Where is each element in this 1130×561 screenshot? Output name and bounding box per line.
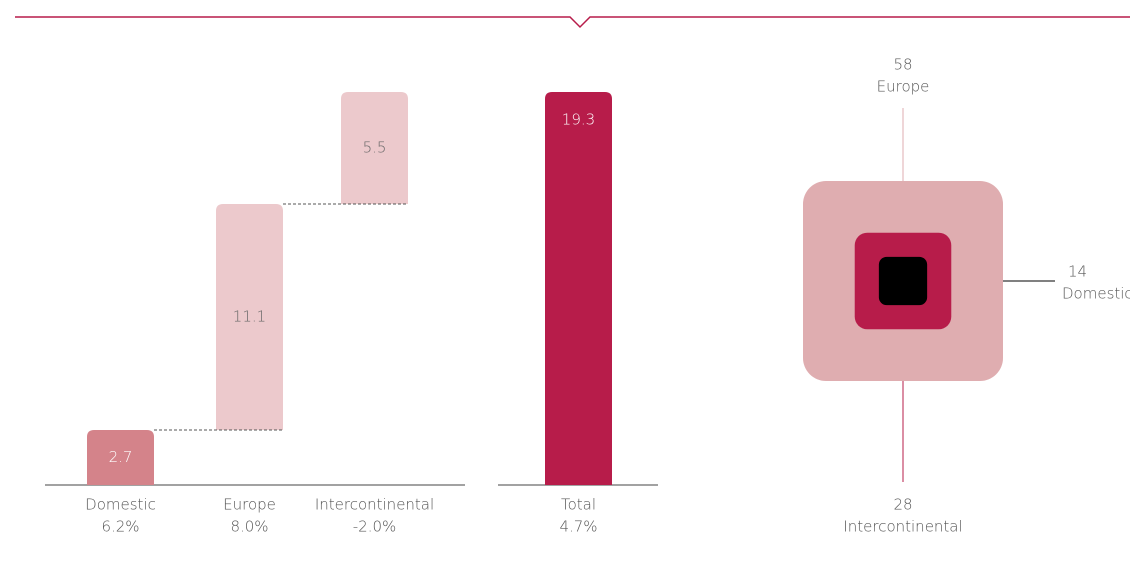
category-label: Intercontinental [315,496,434,514]
category-label: Total [561,496,596,514]
value-label: 58 [893,56,912,74]
square [878,256,928,306]
category-label: Europe [223,496,276,514]
value-label: 5.5 [363,138,387,156]
header-rule [15,16,1130,29]
value-label: 14 [1068,263,1087,281]
category-sublabel: 4.7% [559,518,597,536]
category-sublabel: 8.0% [230,518,268,536]
value-label: 2.7 [109,448,133,466]
bar [545,92,612,485]
value-label: 28 [893,496,912,514]
category-label: Europe [877,78,930,96]
category-label: Domestic [1062,285,1130,303]
value-label: 19.3 [562,111,595,129]
category-label: Domestic [85,496,156,514]
value-label: 11.1 [233,308,266,326]
category-sublabel: -2.0% [353,518,397,536]
category-label: Intercontinental [843,518,962,536]
bar [87,430,154,485]
bar [341,92,408,204]
bar [216,203,283,431]
category-sublabel: 6.2% [101,518,139,536]
